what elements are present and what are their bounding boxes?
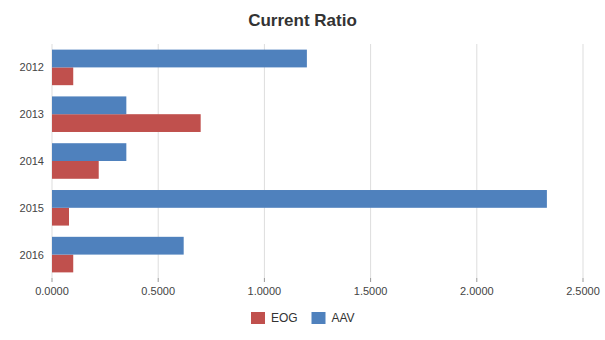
tick-mark — [158, 278, 159, 282]
bar — [52, 237, 184, 255]
bar — [52, 190, 547, 208]
bar — [52, 96, 126, 114]
grid-line — [370, 44, 371, 278]
tick-mark — [52, 278, 53, 282]
category-label: 2015 — [20, 202, 44, 214]
category-label: 2012 — [20, 61, 44, 73]
tick-label: 1.0000 — [248, 285, 282, 297]
chart-title: Current Ratio — [248, 11, 357, 30]
tick-mark — [264, 278, 265, 282]
bar — [52, 255, 73, 273]
grid — [52, 44, 583, 282]
bar — [52, 208, 69, 226]
tick-label: 0.0000 — [35, 285, 69, 297]
tick-mark — [583, 278, 584, 282]
category-label: 2016 — [20, 249, 44, 261]
chart-container: Current Ratio 0.0000 0.5000 1.0000 1.5000 2.0… — [0, 0, 605, 340]
bar — [52, 50, 307, 68]
tick-label: 2.5000 — [566, 285, 600, 297]
tick-label: 1.5000 — [354, 285, 388, 297]
bars — [52, 50, 547, 273]
bar — [52, 114, 201, 132]
bar — [52, 161, 99, 179]
legend-swatch — [251, 312, 265, 324]
tick-mark — [476, 278, 477, 282]
category-label: 2014 — [20, 155, 44, 167]
bar — [52, 67, 73, 85]
tick-label: 2.0000 — [460, 285, 494, 297]
grid-line — [583, 44, 584, 278]
legend-swatch — [312, 312, 326, 324]
category-label: 2013 — [20, 108, 44, 120]
tick-label: 0.5000 — [141, 285, 175, 297]
bar — [52, 143, 126, 161]
grid-line — [264, 44, 265, 278]
legend-label: EOG — [271, 311, 298, 325]
legend-label: AAV — [332, 311, 355, 325]
legend: EOG AAV — [251, 311, 355, 325]
grid-line — [476, 44, 477, 278]
tick-mark — [370, 278, 371, 282]
chart-svg: Current Ratio 0.0000 0.5000 1.0000 1.5000 2.0… — [0, 0, 605, 340]
